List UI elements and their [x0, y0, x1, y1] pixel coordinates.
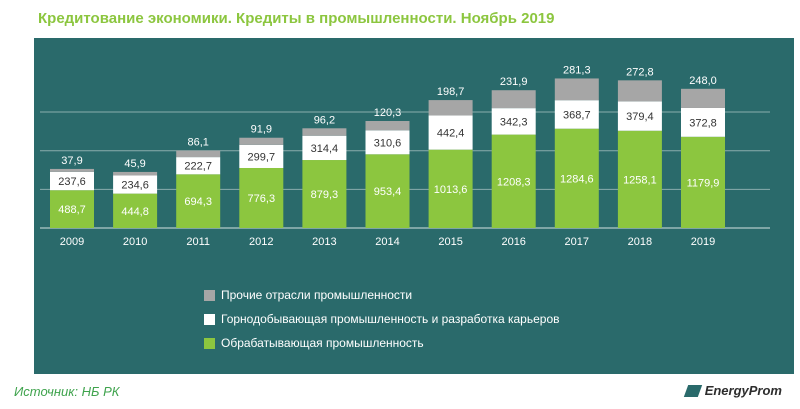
data-label: 879,3: [311, 189, 339, 201]
bar-segment-other: [681, 88, 725, 108]
data-label: 96,2: [314, 114, 335, 126]
bar-segment-other: [365, 120, 410, 131]
data-label: 248,0: [689, 75, 717, 87]
data-label: 310,6: [374, 137, 402, 149]
data-label: 342,3: [500, 116, 528, 128]
bar-segment-mining: [50, 171, 94, 191]
bar-segment-manufacturing: [50, 190, 94, 228]
legend-item-manufacturing: Обрабатывающая промышленность: [204, 331, 560, 355]
x-tick-label: 2018: [628, 236, 652, 248]
data-label: 37,9: [61, 155, 82, 167]
data-label: 198,7: [437, 86, 465, 98]
bar-segment-mining: [554, 100, 599, 129]
x-tick-label: 2014: [375, 236, 399, 248]
bar-segment-other: [239, 137, 284, 145]
energyprom-logo: EnergyProm: [683, 383, 782, 398]
bar-segment-mining: [113, 175, 158, 194]
data-label: 1179,9: [687, 177, 720, 189]
chart-title: Кредитование экономики. Кредиты в промыш…: [38, 10, 621, 27]
plot-area: [34, 38, 794, 374]
data-label: 1208,3: [497, 176, 531, 188]
chart-unit: | млрд тг: [560, 10, 621, 27]
bar-segment-manufacturing: [239, 167, 284, 228]
bar-segment-mining: [491, 108, 536, 135]
data-label: 120,3: [374, 107, 402, 119]
x-tick-label: 2015: [438, 236, 462, 248]
legend-swatch-other: [204, 289, 215, 301]
legend-label-other: Прочие отрасли промышленности: [221, 288, 413, 302]
bar-segment-other: [428, 100, 473, 116]
data-label: 372,8: [689, 117, 717, 129]
bar-segment-mining: [365, 130, 410, 155]
data-label: 299,7: [248, 151, 276, 163]
data-label: 281,3: [563, 64, 591, 76]
bar-segment-mining: [428, 115, 473, 150]
bar-segment-manufacturing: [113, 193, 158, 228]
legend-label-mining: Горнодобывающая промышленность и разрабо…: [221, 312, 560, 326]
x-tick-label: 2012: [249, 236, 273, 248]
bar-segment-manufacturing: [554, 128, 599, 228]
chart-title-text: Кредитование экономики. Кредиты в промыш…: [38, 10, 555, 27]
footer-bar: [0, 374, 800, 409]
data-label: 368,7: [563, 109, 591, 121]
data-label: 45,9: [124, 158, 145, 170]
bar-segment-manufacturing: [302, 160, 347, 228]
legend-swatch-manufacturing: [204, 337, 215, 349]
bar-segment-manufacturing: [428, 149, 473, 228]
data-label: 488,7: [58, 204, 86, 216]
data-label: 379,4: [626, 111, 654, 123]
legend: Прочие отрасли промышленности Горнодобыв…: [204, 283, 560, 355]
source-note: Источник: НБ РК: [14, 384, 120, 399]
legend-label-manufacturing: Обрабатывающая промышленность: [221, 336, 424, 350]
x-tick-label: 2017: [565, 236, 589, 248]
data-label: 231,9: [500, 76, 528, 88]
data-label: 86,1: [187, 136, 208, 148]
data-label: 222,7: [184, 161, 212, 173]
bar-segment-manufacturing: [176, 174, 221, 228]
legend-swatch-mining: [204, 313, 215, 325]
data-label: 442,4: [437, 128, 465, 140]
data-label: 272,8: [626, 66, 654, 78]
x-tick-label: 2019: [691, 236, 715, 248]
data-label: 237,6: [58, 176, 86, 188]
x-tick-label: 2011: [186, 236, 210, 248]
x-tick-label: 2013: [312, 236, 336, 248]
legend-item-other: Прочие отрасли промышленности: [204, 283, 560, 307]
bar-segment-other: [50, 168, 94, 172]
bar-segment-other: [176, 150, 221, 158]
data-label: 234,6: [121, 180, 149, 192]
legend-item-mining: Горнодобывающая промышленность и разрабо…: [204, 307, 560, 331]
x-tick-label: 2010: [123, 236, 147, 248]
data-label: 1013,6: [434, 184, 468, 196]
bar-segment-manufacturing: [491, 134, 536, 228]
bar-segment-mining: [302, 135, 347, 161]
bar-segment-mining: [239, 144, 284, 168]
x-tick-label: 2009: [60, 236, 84, 248]
bar-segment-other: [554, 78, 599, 101]
bar-segment-mining: [681, 107, 725, 137]
x-tick-label: 2016: [501, 236, 525, 248]
data-label: 1258,1: [623, 174, 657, 186]
bar-segment-manufacturing: [617, 130, 662, 228]
bar-segment-mining: [176, 157, 221, 175]
data-label: 776,3: [248, 193, 276, 205]
data-label: 444,8: [121, 206, 149, 218]
bar-segment-manufacturing: [681, 136, 725, 228]
data-label: 694,3: [184, 196, 212, 208]
data-label: 91,9: [251, 124, 272, 136]
logo-text: EnergyProm: [704, 383, 782, 398]
bar-segment-manufacturing: [365, 154, 410, 228]
bar-segment-other: [491, 90, 536, 109]
bar-segment-mining: [617, 101, 662, 131]
data-label: 314,4: [311, 143, 339, 155]
bar-segment-other: [302, 128, 347, 136]
bar-segment-other: [113, 171, 158, 176]
data-label: 953,4: [374, 186, 402, 198]
data-label: 1284,6: [560, 173, 594, 185]
bar-segment-other: [617, 80, 662, 102]
logo-mark-icon: [683, 384, 702, 397]
